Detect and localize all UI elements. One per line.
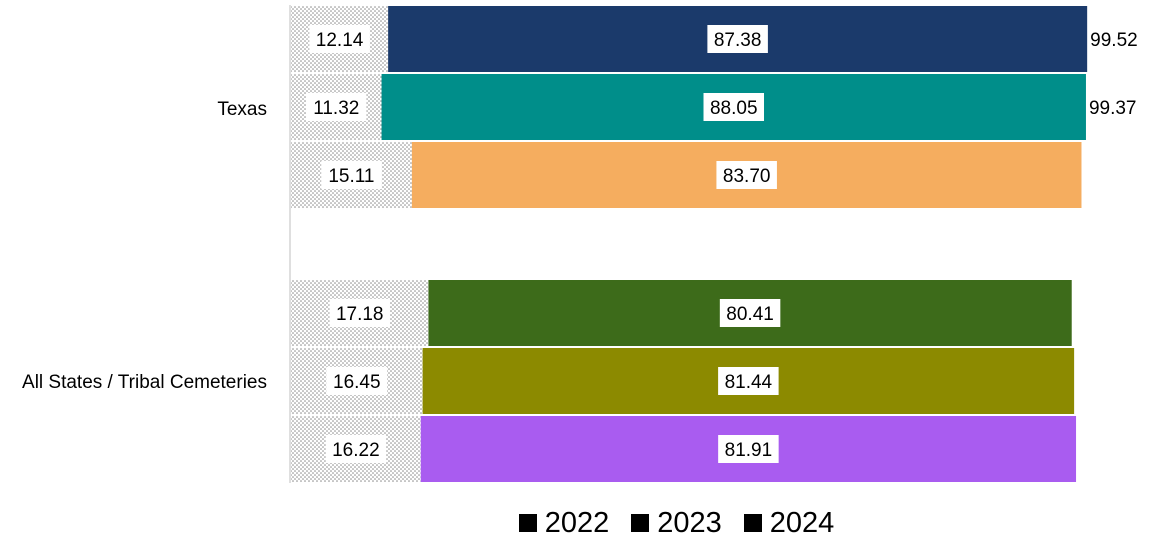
legend-item-2023: 2023 [631,507,722,540]
data-label-total-g0-2023: 99.37 [1089,98,1137,119]
legend-swatch-2024 [743,514,762,532]
legend-item-2022: 2022 [518,506,610,540]
data-label-right-g0-2022: 87.38 [714,30,762,51]
data-label-left-g1-2024: 16.22 [332,440,380,461]
data-label-right-g1-2024: 81.91 [725,440,773,461]
data-label-right-g0-2022-bg [707,25,768,53]
data-label-right-g1-2023: 81.44 [725,372,773,393]
legend-swatch-2022 [518,514,537,532]
data-label-right-g0-2024-bg [716,161,777,189]
data-label-left-g1-2022: 17.18 [336,304,384,325]
data-label-left-g1-2024-bg [325,435,387,463]
category-label-all-states: All States / Tribal Cemeteries [22,372,267,393]
data-label-left-g0-2023-bg [306,93,367,121]
category-label-texas: Texas [217,99,267,120]
data-label-right-g1-2022-bg [719,299,781,327]
legend-label-2023: 2023 [657,506,722,539]
data-label-left-g0-2023: 11.32 [313,98,359,119]
data-label-left-g1-2023: 16.45 [333,372,381,393]
data-label-right-g0-2024: 83.70 [723,166,771,187]
legend-label-2024: 2024 [769,506,835,539]
data-label-right-g0-2023: 88.05 [710,98,758,119]
data-label-right-g1-2022: 80.41 [726,304,774,325]
data-label-left-g0-2024-bg [321,161,382,189]
data-label-left-g0-2024: 15.11 [328,166,374,187]
data-label-right-g1-2023-bg [718,367,779,395]
data-label-right-g1-2024-bg [718,435,779,463]
data-label-left-g1-2023-bg [326,367,388,395]
legend-item-2024: 2024 [743,506,835,540]
chart-area: 12.14 87.38 99.52 11.32 88.05 99.37 15.11 83.70… [22,5,1138,483]
legend-label-2022: 2022 [544,506,610,539]
legend: 2022 2023 2024 [0,505,1153,541]
data-label-left-g1-2022-bg [329,299,390,327]
data-label-total-g0-2022: 99.52 [1090,30,1138,51]
data-label-left-g0-2022: 12.14 [316,30,364,51]
legend-swatch-2023 [631,514,650,532]
data-label-left-g0-2022-bg [309,25,370,53]
data-label-right-g0-2023-bg [703,93,765,121]
